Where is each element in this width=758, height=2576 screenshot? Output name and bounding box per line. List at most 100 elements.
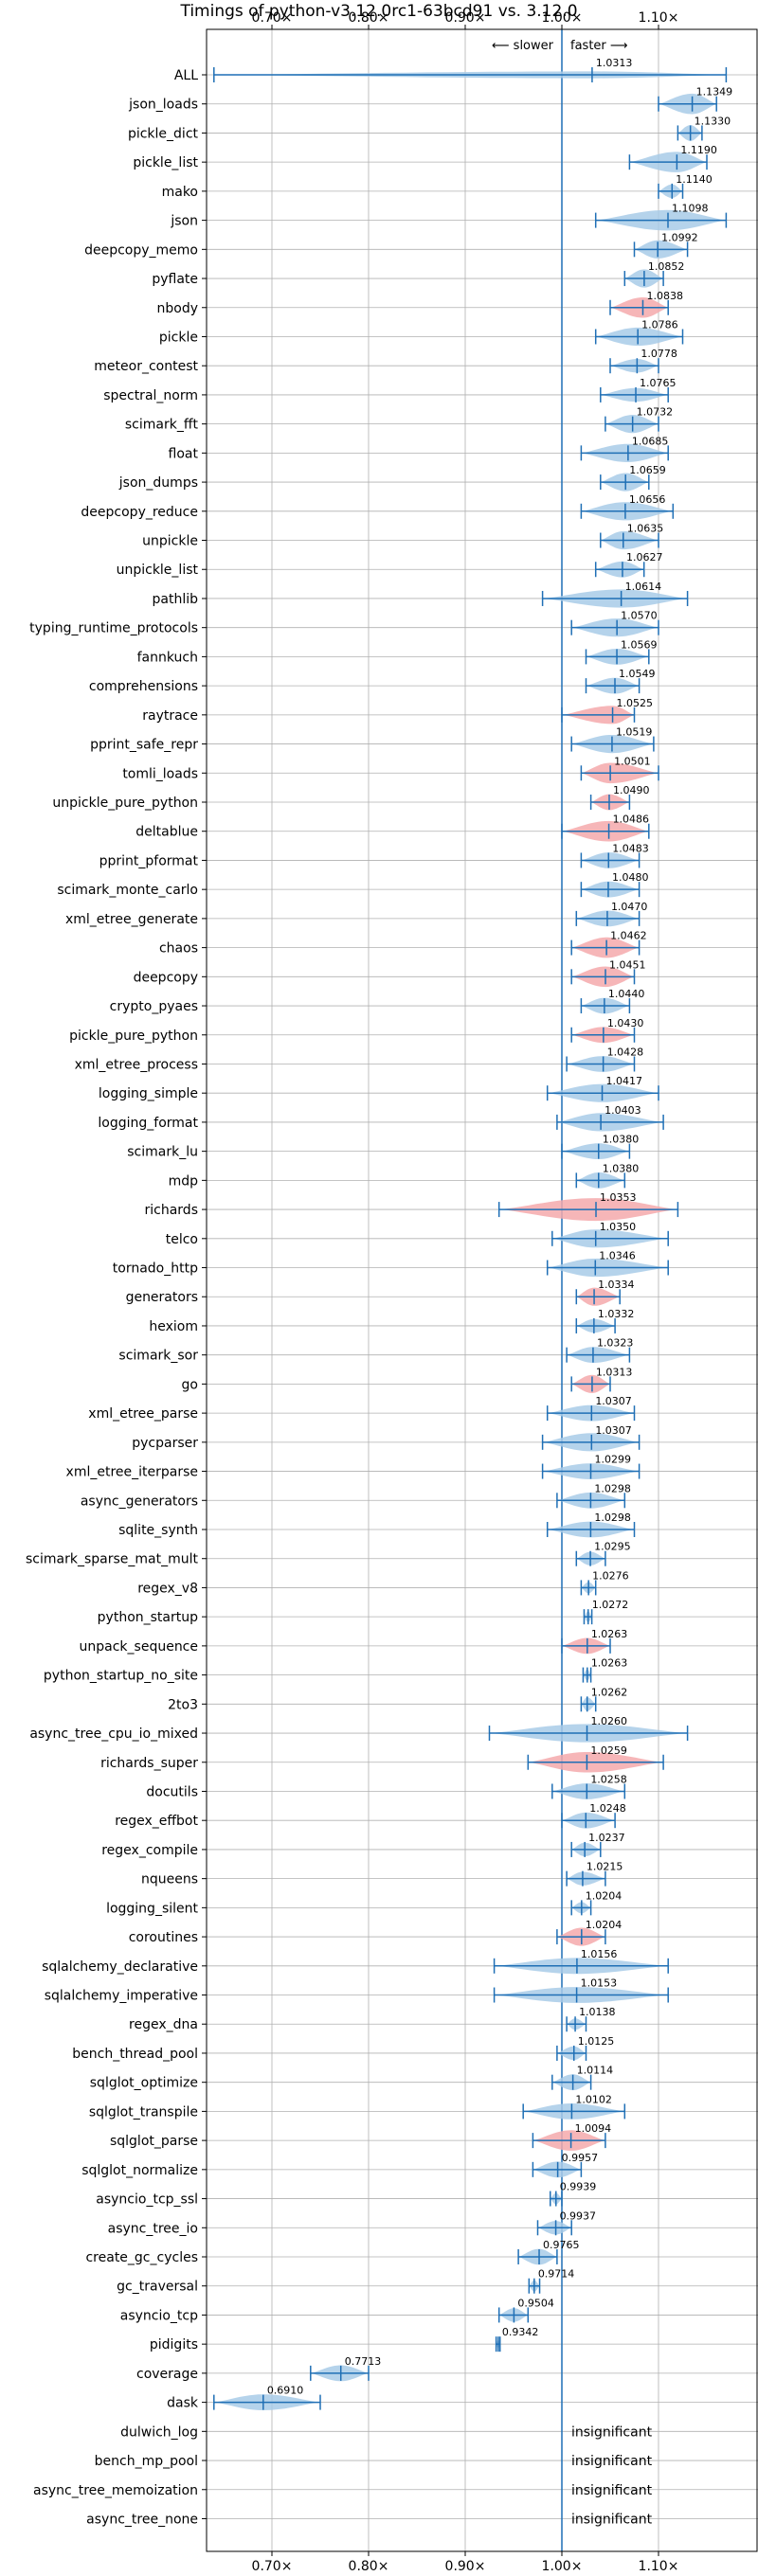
value-label: 1.0204 [586, 1919, 623, 1931]
benchmark-label: xml_etree_generate [65, 912, 198, 927]
value-label: 1.0204 [586, 1889, 623, 1902]
x-tick-label-top: 1.00× [542, 10, 583, 26]
benchmark-label: pyflate [152, 272, 198, 287]
value-label: 1.0765 [640, 377, 677, 389]
benchmark-label: bench_mp_pool [95, 2454, 198, 2469]
value-label: 1.0258 [590, 1773, 627, 1785]
benchmark-label: hexiom [149, 1319, 198, 1334]
benchmark-label: sqlite_synth [118, 1523, 198, 1538]
benchmark-label: docutils [146, 1784, 198, 1799]
benchmark-label: async_tree_io [108, 2221, 198, 2236]
benchmark-label: asyncio_tcp [120, 2308, 198, 2323]
benchmark-label: json_dumps [118, 475, 198, 491]
value-label: 1.0430 [607, 1017, 644, 1029]
benchmark-label: sqlglot_parse [110, 2134, 198, 2149]
x-tick-label-bottom: 1.10× [639, 2559, 679, 2574]
benchmark-label: ALL [174, 68, 198, 83]
benchmark-label: float [169, 446, 199, 461]
benchmark-label: tomli_loads [122, 766, 198, 781]
value-label: 1.0114 [577, 2065, 614, 2077]
value-label: 1.0380 [603, 1134, 640, 1146]
benchmark-label: scimark_sor [118, 1349, 198, 1364]
benchmark-label: pickle [159, 330, 198, 345]
benchmark-label: unpickle_list [117, 563, 199, 578]
value-label: 1.0334 [598, 1279, 635, 1291]
insignificant-label: insignificant [571, 2512, 653, 2527]
benchmark-label: unpickle [142, 534, 198, 549]
value-label: 1.0380 [603, 1162, 640, 1174]
benchmark-label: deepcopy [134, 970, 198, 985]
value-label: 0.9937 [560, 2209, 597, 2222]
value-label: 1.0570 [621, 610, 658, 622]
benchmark-label: regex_v8 [137, 1581, 198, 1596]
value-label: 1.0102 [575, 2093, 612, 2105]
value-label: 1.1140 [676, 173, 713, 186]
value-label: 1.0480 [612, 871, 649, 884]
benchmark-label: fannkuch [137, 650, 198, 665]
plot-frame [206, 28, 758, 2552]
x-tick-label-bottom: 0.70× [252, 2559, 293, 2574]
benchmark-label: tornado_http [113, 1261, 198, 1277]
value-label: 1.0519 [616, 726, 653, 739]
violins [213, 67, 728, 2410]
benchmark-label: pycparser [132, 1436, 198, 1451]
value-label: 1.0215 [587, 1861, 623, 1873]
benchmark-label: pickle_list [133, 155, 198, 170]
value-label: 1.0125 [578, 2035, 615, 2048]
benchmark-label: typing_runtime_protocols [29, 621, 198, 636]
benchmark-label: pidigits [150, 2337, 198, 2352]
value-label: 1.0486 [613, 814, 650, 826]
value-label: 1.0263 [591, 1628, 628, 1640]
benchmark-label: go [182, 1377, 198, 1392]
benchmark-label: deltablue [135, 825, 198, 840]
benchmark-label: scimark_lu [127, 1145, 198, 1160]
benchmark-label: regex_effbot [115, 1814, 198, 1829]
x-tick-label-top: 0.80× [349, 10, 389, 26]
value-label: 1.0462 [610, 930, 647, 942]
benchmark-label: nbody [157, 301, 199, 316]
value-label: 1.0549 [619, 668, 656, 680]
value-label: 1.0332 [598, 1308, 635, 1320]
value-label: 0.7713 [345, 2355, 382, 2368]
value-label: 1.0635 [627, 523, 664, 535]
value-label: 1.0272 [592, 1599, 629, 1611]
benchmark-label: pprint_pformat [99, 853, 199, 868]
value-label: 1.0992 [661, 231, 698, 243]
value-label: 1.0260 [591, 1715, 628, 1727]
benchmark-label: sqlglot_transpile [89, 2104, 198, 2120]
value-label: 1.0838 [646, 290, 683, 302]
value-label: 1.0263 [591, 1657, 628, 1670]
benchmark-label: unpickle_pure_python [52, 796, 198, 811]
x-tick-label-bottom: 1.00× [542, 2559, 583, 2574]
benchmark-label: logging_format [98, 1116, 198, 1131]
benchmark-label: bench_thread_pool [72, 2047, 198, 2062]
benchmark-label: deepcopy_reduce [81, 505, 198, 520]
value-label: 1.0656 [629, 493, 666, 506]
benchmark-label: json_loads [128, 98, 198, 113]
value-label: 1.0138 [579, 2006, 616, 2018]
value-label: 1.1330 [695, 115, 731, 127]
value-label: 1.0470 [611, 901, 648, 913]
benchmark-label: crypto_pyaes [110, 999, 198, 1014]
benchmark-label: comprehensions [89, 679, 198, 694]
benchmark-label: meteor_contest [94, 359, 198, 374]
benchmark-label: scimark_sparse_mat_mult [26, 1552, 198, 1567]
benchmark-label: scimark_fft [125, 418, 199, 433]
value-label: 1.0428 [607, 1046, 644, 1058]
value-label: 1.0346 [599, 1250, 636, 1262]
benchmark-label: chaos [159, 941, 198, 957]
benchmark-label: async_tree_none [86, 2512, 198, 2527]
value-label: 0.9957 [562, 2152, 599, 2164]
value-label: 1.0353 [600, 1191, 637, 1204]
value-label: 1.0295 [594, 1541, 631, 1553]
benchmark-label: create_gc_cycles [85, 2250, 198, 2265]
benchmark-label: pickle_pure_python [69, 1029, 198, 1044]
benchmark-label: xml_etree_process [75, 1057, 198, 1072]
value-label: 1.0440 [608, 988, 645, 1000]
value-label: 0.9504 [517, 2297, 554, 2309]
value-label: 1.1349 [696, 86, 733, 98]
value-label: 0.6910 [267, 2385, 304, 2397]
value-label: 1.0778 [641, 348, 677, 360]
benchmark-label: unpack_sequence [80, 1639, 198, 1655]
